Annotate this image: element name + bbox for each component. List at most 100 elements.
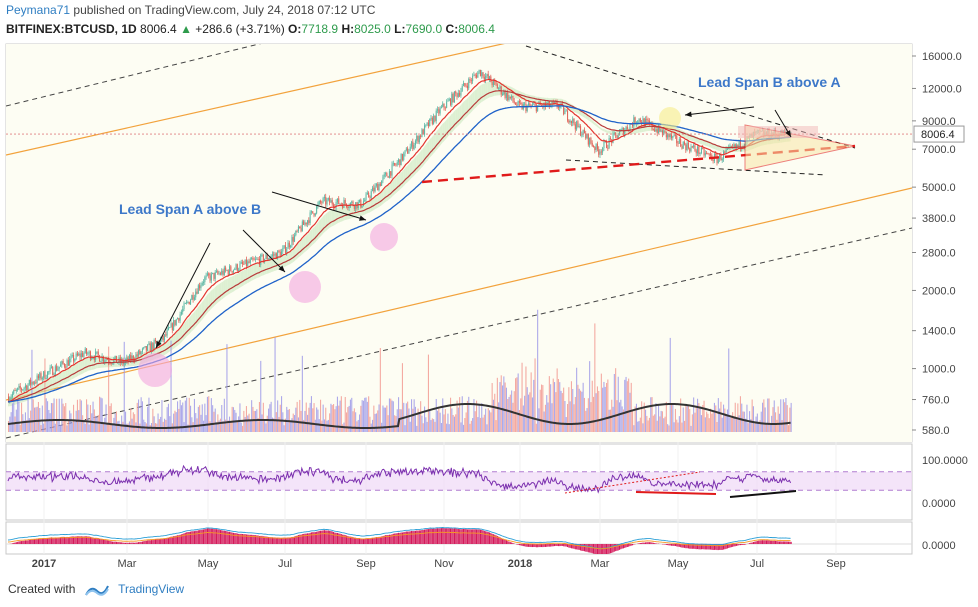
macd-histogram-bar	[626, 544, 628, 547]
volume-bar	[593, 396, 595, 432]
volume-bar	[356, 421, 358, 432]
volume-bar	[739, 396, 741, 432]
candle-body	[390, 171, 392, 176]
ichimoku-cloud-segment	[431, 135, 434, 156]
candle-body	[105, 359, 107, 361]
ichimoku-cloud-segment	[216, 285, 218, 305]
candle-body	[724, 151, 726, 153]
candle-body	[476, 75, 478, 78]
candle-body	[375, 184, 377, 186]
macd-histogram-bar	[414, 530, 416, 544]
wedge-upper-line	[525, 45, 856, 149]
volume-bar	[205, 415, 207, 432]
macd-histogram-bar	[70, 536, 72, 544]
macd-pane[interactable]	[5, 521, 913, 555]
ichimoku-cloud-segment	[208, 292, 210, 313]
macd-histogram-bar	[161, 538, 163, 544]
macd-histogram-bar	[719, 544, 721, 550]
ichimoku-cloud-segment	[252, 265, 254, 281]
volume-bar	[762, 402, 764, 432]
macd-histogram-bar	[178, 535, 180, 544]
ichimoku-cloud-segment	[684, 131, 686, 139]
volume-bar	[70, 413, 72, 432]
candle-body	[178, 318, 180, 321]
candle-body	[468, 79, 470, 89]
candle-body	[434, 115, 436, 121]
volume-bar	[71, 422, 73, 432]
volume-bar	[591, 380, 593, 432]
macd-histogram-bar	[195, 530, 197, 544]
macd-histogram-bar	[92, 537, 94, 544]
volume-bar	[187, 424, 189, 432]
candle-body	[431, 117, 433, 124]
macd-histogram-bar	[243, 534, 245, 544]
author-name[interactable]: Peymana71	[6, 3, 71, 17]
macd-histogram-bar	[136, 542, 138, 544]
high-label: H:	[341, 22, 355, 36]
macd-histogram-bar	[486, 531, 488, 544]
candle-body	[498, 88, 500, 90]
candle-body	[180, 311, 182, 315]
volume-bar	[522, 405, 524, 432]
macd-histogram-bar	[274, 537, 276, 544]
candle-body	[433, 115, 435, 124]
macd-histogram-bar	[695, 544, 697, 550]
candle-body	[719, 154, 721, 159]
macd-histogram-bar	[496, 536, 498, 544]
ichimoku-cloud-segment	[616, 130, 618, 136]
tradingview-link[interactable]: TradingView	[118, 582, 185, 596]
macd-histogram-bar	[422, 530, 424, 544]
candle-body	[426, 122, 428, 125]
candle-body	[218, 273, 220, 275]
candle-body	[459, 93, 461, 96]
candle-body	[342, 204, 344, 208]
ichimoku-cloud-segment	[387, 184, 389, 201]
ichimoku-cloud-segment	[487, 81, 489, 99]
volume-bar	[41, 405, 43, 432]
candle-body	[383, 174, 385, 177]
btc-chart[interactable]: 16000.012000.09000.07000.05000.03800.028…	[0, 40, 978, 570]
candle-body	[106, 359, 108, 361]
volume-bar	[49, 413, 51, 432]
volume-bar	[607, 379, 609, 432]
volume-bar	[387, 415, 389, 432]
volume-bar	[388, 398, 390, 432]
candle-body	[465, 85, 467, 87]
candle-body	[520, 102, 522, 104]
candle-body	[309, 212, 311, 223]
candle-body	[398, 159, 400, 163]
candle-body	[353, 205, 355, 209]
candle-body	[528, 103, 530, 106]
volume-bar	[689, 409, 691, 432]
macd-histogram-bar	[613, 544, 615, 552]
volume-bar	[755, 416, 757, 432]
macd-histogram-bar	[672, 544, 674, 546]
macd-histogram-bar	[682, 544, 684, 548]
macd-histogram-bar	[704, 544, 706, 550]
candle-body	[278, 250, 280, 252]
ichimoku-cloud-segment	[178, 329, 180, 346]
volume-bar	[721, 417, 723, 432]
ichimoku-cloud-segment	[63, 369, 66, 384]
ichimoku-cloud-segment	[305, 234, 307, 252]
macd-histogram-bar	[781, 541, 783, 544]
candle-body	[708, 153, 710, 155]
candle-body	[739, 140, 741, 149]
volume-bar	[661, 411, 663, 432]
candle-body	[707, 153, 709, 154]
close-label: C:	[445, 22, 459, 36]
macd-histogram-bar	[697, 544, 699, 550]
ichimoku-cloud-segment	[195, 309, 197, 328]
macd-histogram-bar	[776, 541, 778, 544]
macd-histogram-bar	[154, 539, 156, 544]
volume-bar	[308, 407, 310, 432]
candle-body	[616, 135, 618, 139]
macd-histogram-bar	[633, 544, 635, 545]
ichimoku-cloud-segment	[184, 321, 187, 339]
candle-body	[48, 371, 50, 373]
ichimoku-cloud-segment	[229, 277, 231, 295]
volume-bar	[255, 410, 257, 432]
ichimoku-cloud-segment	[231, 276, 233, 293]
ichimoku-cloud-segment	[595, 123, 597, 127]
price-tick-label: 1400.0	[922, 326, 956, 338]
